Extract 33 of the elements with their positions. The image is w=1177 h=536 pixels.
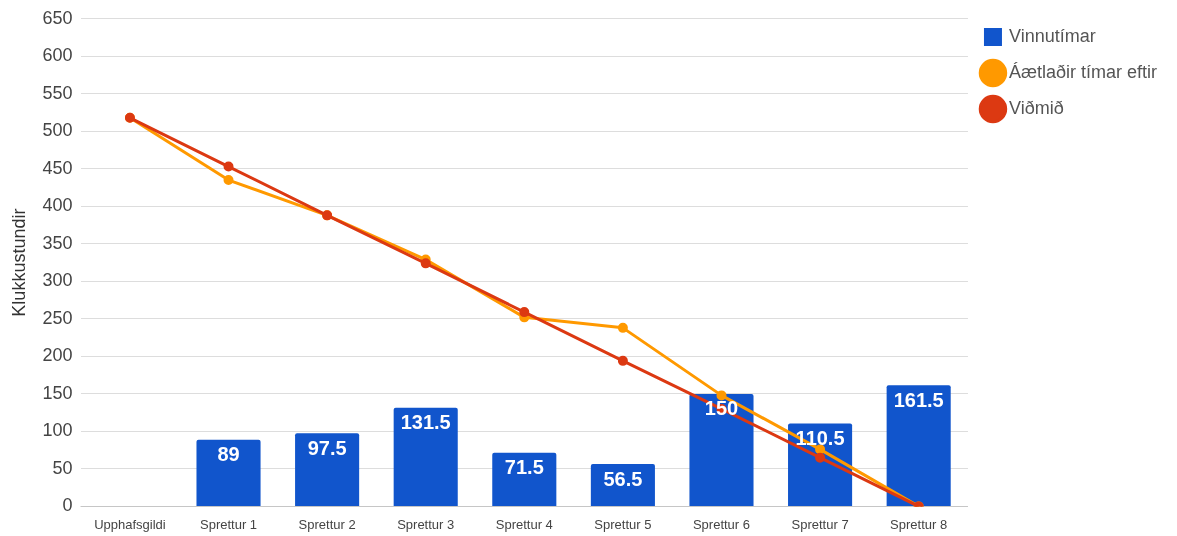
data-label: 89 [217,443,240,466]
x-tick-label: Sprettur 6 [692,516,751,532]
y-tick-label: 500 [42,120,73,141]
x-tick-label: Sprettur 7 [791,516,849,532]
y-tick-label: 650 [42,7,73,28]
x-tick-label: Sprettur 1 [199,516,258,532]
data-label: 56.5 [603,467,643,490]
y-tick-label: 150 [42,382,73,403]
data-label: 71.5 [504,456,544,479]
x-tick-label: Upphafsgildi [94,516,166,532]
y-tick-label: 450 [42,157,73,178]
data-label: 161.5 [893,388,944,411]
x-tick-label: Sprettur 2 [298,516,356,532]
legend-label: Viðmið [1008,97,1064,118]
x-tick-label: Sprettur 5 [594,516,652,532]
legend-label: Vinnutímar [1008,25,1096,46]
data-label: 131.5 [400,411,451,434]
x-tick-label: Sprettur 8 [890,516,948,532]
x-tick-label: Sprettur 4 [495,516,553,532]
y-axis-title: Klukkustundir [8,208,29,317]
y-tick-label: 50 [52,457,73,478]
legend-label: Áætlaðir tímar eftir [1008,61,1158,82]
x-tick-label: Sprettur 3 [397,516,455,532]
y-tick-label: 400 [42,195,73,216]
y-tick-label: 550 [42,82,73,103]
y-tick-label: 200 [42,345,73,366]
y-tick-label: 250 [42,307,73,328]
y-tick-label: 350 [42,232,73,253]
y-tick-label: 100 [42,420,73,441]
y-tick-label: 300 [42,270,73,291]
y-tick-label: 600 [42,45,73,66]
y-tick-label: 0 [62,495,73,516]
data-label: 97.5 [307,436,347,459]
